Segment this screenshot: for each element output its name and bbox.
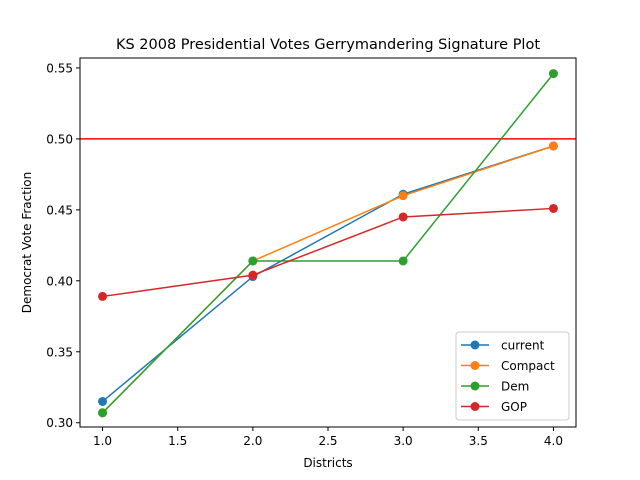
legend-item-current: current xyxy=(461,339,545,353)
x-tick-label: 1.5 xyxy=(168,434,187,448)
x-tick-label: 1.0 xyxy=(93,434,112,448)
x-tick-label: 3.0 xyxy=(394,434,413,448)
y-tick-label: 0.35 xyxy=(46,345,73,359)
legend-marker xyxy=(470,402,480,411)
y-tick-label: 0.30 xyxy=(46,416,73,430)
series-gop xyxy=(98,203,558,301)
legend-item-dem: Dem xyxy=(461,380,529,394)
y-tick-label: 0.45 xyxy=(46,203,73,217)
y-axis-label: Democrat Vote Fraction xyxy=(20,172,34,313)
series-dem xyxy=(98,69,558,418)
y-axis: 0.30 0.35 0.40 0.45 0.50 0.55 xyxy=(46,61,80,430)
data-point xyxy=(98,408,108,418)
x-tick-label: 4.0 xyxy=(544,434,563,448)
data-point xyxy=(548,141,558,151)
y-tick-label: 0.55 xyxy=(46,61,73,75)
x-axis-label: Districts xyxy=(303,456,352,470)
legend-marker xyxy=(470,381,480,391)
x-tick-label: 2.5 xyxy=(318,434,337,448)
data-point xyxy=(398,256,408,266)
x-tick-label: 2.0 xyxy=(243,434,262,448)
x-axis: 1.0 1.5 2.0 2.5 3.0 3.5 4.0 xyxy=(93,427,563,448)
legend-box xyxy=(455,331,570,421)
legend-marker xyxy=(470,361,480,370)
data-point xyxy=(248,270,258,280)
legend-item-gop: GOP xyxy=(461,400,527,414)
data-point xyxy=(398,191,408,201)
y-tick-label: 0.40 xyxy=(46,274,73,288)
data-point xyxy=(398,212,408,222)
series-line xyxy=(102,73,555,414)
legend-label: GOP xyxy=(501,400,527,414)
legend-label: Compact xyxy=(501,359,555,373)
series-line xyxy=(102,207,554,298)
x-tick-label: 3.5 xyxy=(469,434,488,448)
legend-item-compact: Compact xyxy=(461,359,555,373)
legend: current Compact Dem GOP xyxy=(455,331,570,421)
chart-title: KS 2008 Presidential Votes Gerrymanderin… xyxy=(116,37,540,53)
y-tick-label: 0.50 xyxy=(46,132,73,146)
legend-label: Dem xyxy=(501,380,529,394)
legend-marker xyxy=(470,340,480,350)
data-point xyxy=(98,291,108,301)
series-layer xyxy=(98,69,558,418)
data-point xyxy=(98,396,108,406)
legend-label: current xyxy=(501,339,545,353)
data-point xyxy=(248,256,258,266)
data-point xyxy=(548,203,558,213)
data-point xyxy=(548,69,558,79)
